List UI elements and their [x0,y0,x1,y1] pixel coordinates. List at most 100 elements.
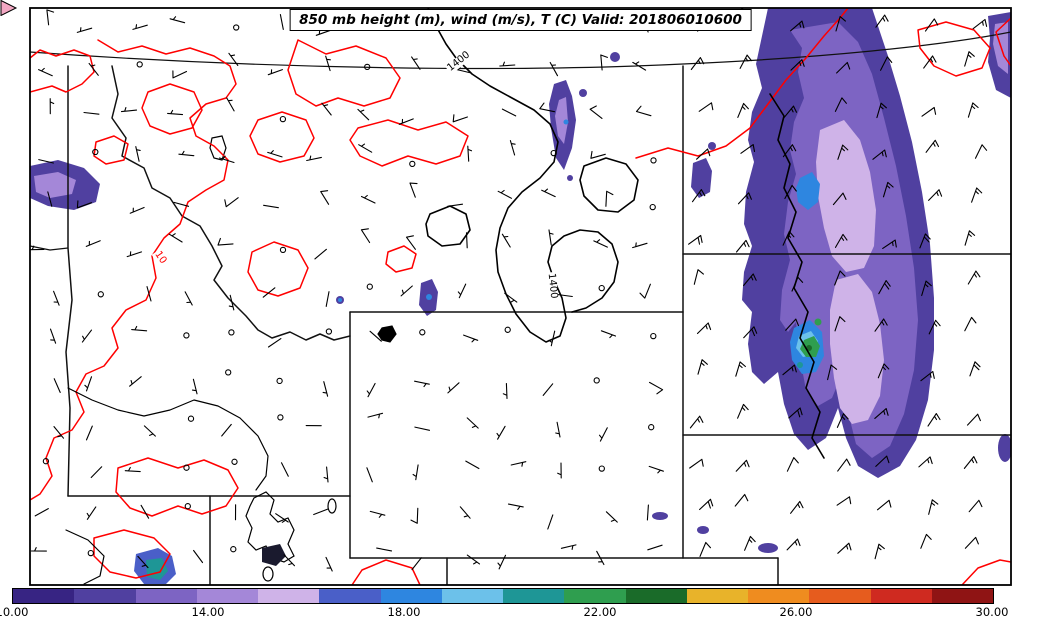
wind-barb [964,51,975,67]
wind-barb [699,498,714,511]
wind-barb [132,24,148,30]
wind-barb [920,370,935,382]
wind-barb [921,280,932,297]
wind-barb [414,380,430,388]
plot-title: 850 mb height (m), wind (m/s), T (C) Val… [289,9,752,31]
wind-barb [466,417,479,429]
wind-barb [411,557,422,571]
wind-barb [639,283,651,299]
calm-wind-station [649,203,656,211]
shading-patch [426,294,432,300]
wind-barb [325,291,330,307]
wind-barb [699,541,712,557]
wind-barb [501,233,511,248]
wind-barb [743,273,757,287]
wind-barb [967,270,981,285]
calm-wind-station [598,465,605,472]
state-borders [30,31,1011,585]
wind-barb [924,18,939,32]
colorbar-tick-label: 18.00 [387,605,421,619]
wind-barb [735,239,750,253]
wind-barb [598,427,608,442]
wind-barb [369,330,382,342]
wind-barb [410,507,419,524]
shading-patch [816,120,876,272]
colorbar-band [13,589,75,603]
wind-barb [53,426,65,439]
calm-wind-station [650,332,657,340]
colorbar-band [135,589,197,603]
shading-patch [563,119,569,125]
calm-wind-station [231,458,238,465]
wind-barb [267,150,283,158]
wind-barb [191,378,198,395]
wind-barb [875,14,889,28]
wind-barb [53,290,60,306]
calm-wind-station [233,24,240,31]
wind-barb [968,499,983,513]
calm-wind-station [325,328,333,335]
colorbar-band [503,589,565,603]
wind-barb [632,61,647,71]
wind-barb [169,16,186,24]
temperature-contours [30,8,1011,585]
wind-barb [146,286,152,302]
wind-barb [646,504,649,521]
wind-barb [605,190,614,207]
wind-barb [966,413,981,426]
wind-barb [279,14,284,30]
wind-barb [648,381,664,395]
calm-wind-station [276,377,283,385]
wind-barb [791,276,804,292]
wind-barb [367,412,384,419]
colorbar-band [748,589,810,603]
wind-barb [969,361,981,377]
wind-barb [689,458,704,469]
wind-barb [465,460,480,470]
wind-barb [693,269,704,285]
wind-barb [76,27,93,33]
wind-barb [85,425,93,441]
wind-barb [834,97,847,112]
wind-barb [696,322,712,335]
wind-barb [925,139,940,153]
wind-barb [49,98,55,115]
shading-patch [830,274,884,424]
wind-barb [466,554,481,565]
great-salt-lake [245,491,295,563]
wind-barb [457,283,467,299]
colorbar-band [686,589,748,603]
wind-barb [173,201,190,207]
wind-barb [226,97,235,112]
shading-patch [555,97,568,144]
calm-wind-station [183,332,190,339]
colorbar-tick-label: 26.00 [779,605,813,619]
wind-barb [124,466,141,473]
wind-barb [30,245,45,251]
wind-barb [30,547,47,552]
wind-barb [790,59,805,71]
wind-barb [964,536,979,549]
shading-patch [691,158,712,198]
wind-barb [86,506,97,520]
wind-barb [541,188,556,198]
wind-barb [320,190,330,205]
wind-barb [635,105,652,117]
wind-barb [837,458,851,472]
wind-barb [322,381,329,397]
wind-barb [499,61,516,67]
wind-barb [834,270,846,286]
wind-barb [501,108,517,117]
wind-barb [880,56,893,71]
wind-barb [783,105,798,119]
wind-barb [698,102,714,112]
wind-barb [971,187,983,203]
wind-barb [589,105,603,119]
wind-barb [921,106,937,117]
wind-barb [167,109,184,116]
wind-barb [90,466,103,479]
wind-barb [882,181,894,198]
wind-barb [964,230,976,246]
wind-barb [452,114,468,123]
wind-barb [38,67,53,77]
